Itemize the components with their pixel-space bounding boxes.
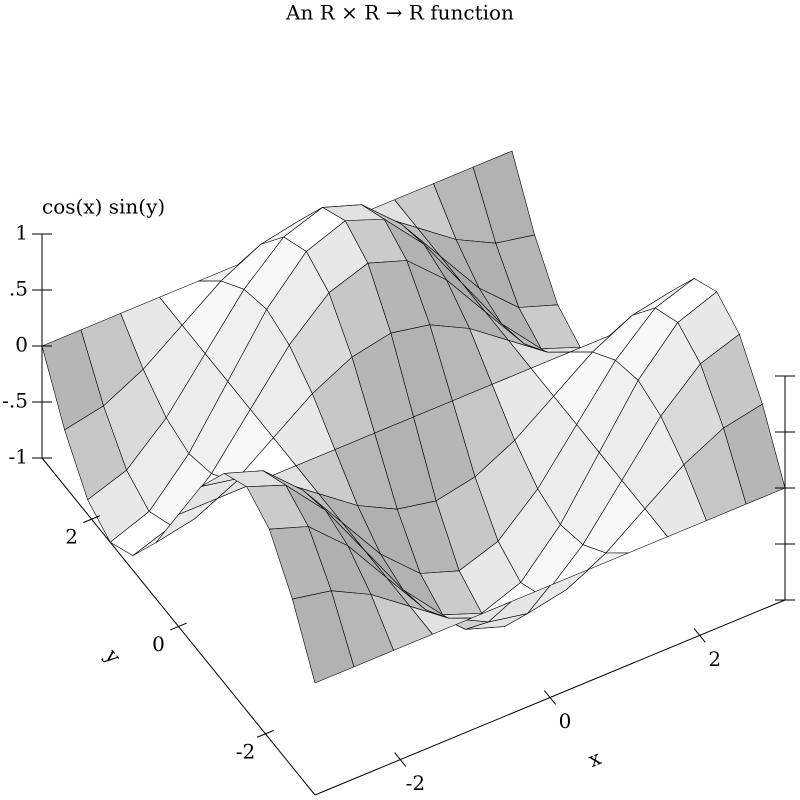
surface-patch xyxy=(292,590,355,684)
y-axis-label: y xyxy=(100,643,127,668)
y-tick-label: 0 xyxy=(152,632,165,656)
y-tick xyxy=(256,729,274,738)
z-tick-label: .5 xyxy=(9,277,28,301)
z-axis-label: cos(x) sin(y) xyxy=(42,195,165,219)
x-tick-label: 0 xyxy=(559,709,572,733)
y-tick-label: -2 xyxy=(236,739,255,763)
x-tick-label: 2 xyxy=(708,647,721,671)
z-tick-label: -1 xyxy=(9,445,28,469)
x-axis-label: x xyxy=(585,745,605,772)
y-tick-label: 2 xyxy=(65,525,78,549)
z-tick-label: -.5 xyxy=(2,389,28,413)
z-tick-label: 1 xyxy=(15,221,28,245)
z-tick-label: 0 xyxy=(15,333,28,357)
y-tick xyxy=(83,515,101,524)
x-tick-label: -2 xyxy=(406,771,425,795)
x-tick xyxy=(394,752,407,767)
x-tick xyxy=(543,690,557,705)
chart-title: An R × R → R function xyxy=(285,1,514,25)
y-tick xyxy=(169,622,188,631)
x-tick xyxy=(693,628,706,643)
